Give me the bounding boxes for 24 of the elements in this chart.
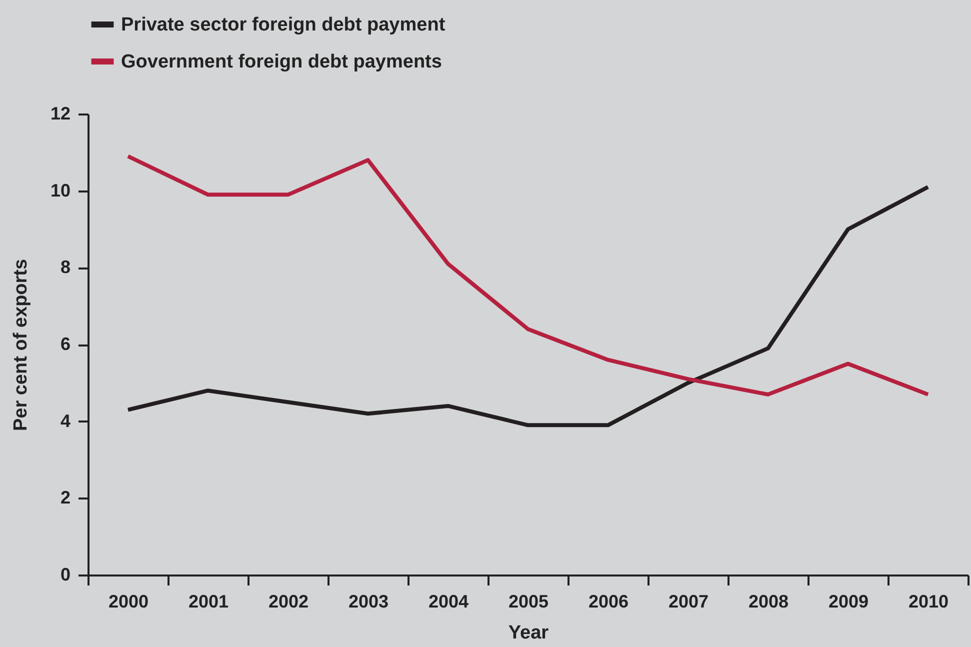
y-tick-label: 10	[50, 180, 70, 200]
legend-label: Government foreign debt payments	[121, 52, 442, 72]
x-tick-label: 2008	[748, 592, 789, 612]
x-tick-label: 2006	[588, 592, 629, 612]
x-tick-label: 2004	[428, 592, 469, 612]
x-tick-label: 2003	[348, 592, 389, 612]
x-tick-label: 2001	[188, 592, 229, 612]
y-tick-label: 4	[60, 410, 70, 431]
line-series	[126, 154, 930, 396]
x-tick-label: 2010	[908, 592, 949, 612]
y-tick-label: 2	[60, 488, 70, 508]
y-tick-label: 8	[60, 257, 70, 278]
legend-label: Private sector foreign debt payment	[121, 14, 446, 36]
y-axis-title: Per cent of exports	[10, 258, 32, 432]
x-tick-label: 2007	[668, 592, 709, 612]
x-tick-label: 2002	[268, 592, 309, 612]
y-tick-label: 0	[60, 564, 70, 584]
x-tick-label: 2009	[828, 592, 869, 612]
line-series	[126, 184, 930, 428]
x-axis-title: Year	[508, 622, 550, 644]
x-tick-label: 2000	[108, 592, 149, 612]
x-tick-label: 2005	[508, 592, 549, 612]
y-tick-label: 12	[50, 104, 70, 124]
y-tick-label: 6	[60, 334, 70, 354]
